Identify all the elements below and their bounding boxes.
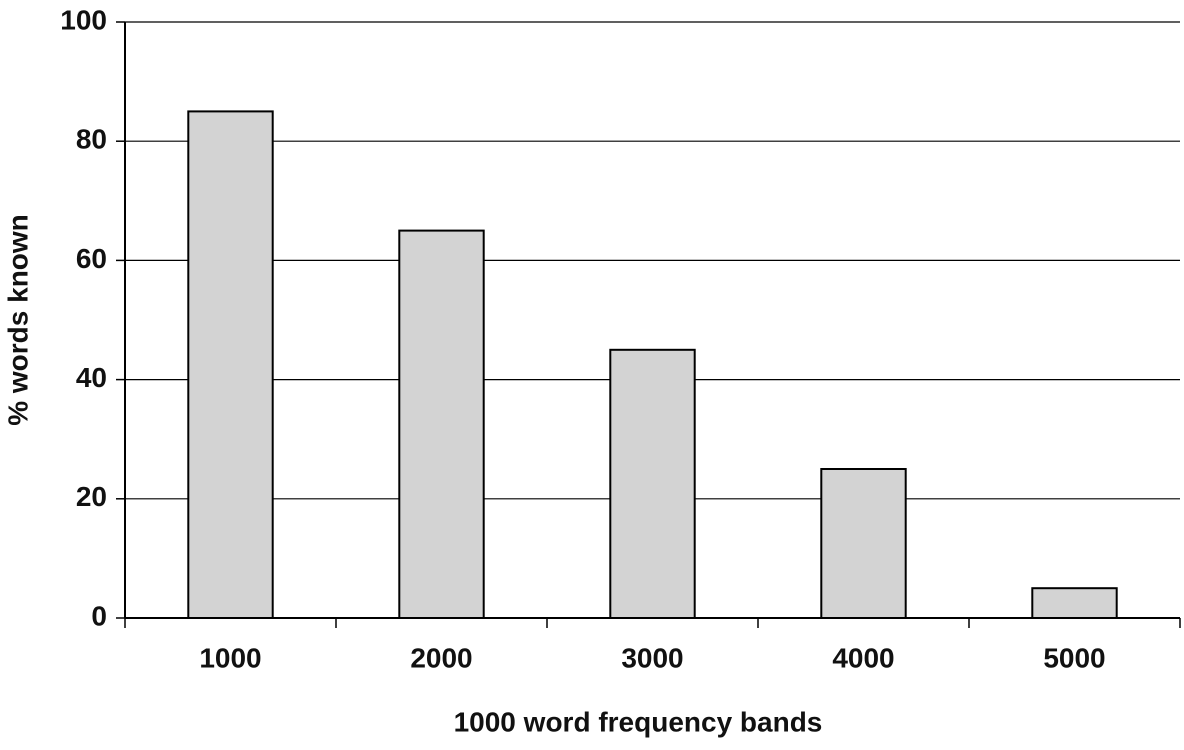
y-tick-label: 60: [76, 243, 107, 274]
bar: [820, 468, 907, 619]
bar: [187, 110, 274, 620]
y-tick-label: 100: [60, 4, 107, 35]
x-tick-label: 3000: [621, 642, 683, 673]
y-tick-label: 20: [76, 481, 107, 512]
bar: [609, 348, 696, 619]
x-tick-label: 1000: [199, 642, 261, 673]
y-tick-label: 40: [76, 362, 107, 393]
bar: [398, 229, 485, 619]
x-tick-label: 2000: [410, 642, 472, 673]
x-tick-label: 4000: [832, 642, 894, 673]
x-axis-title: 1000 word frequency bands: [454, 706, 823, 737]
y-axis-title: % words known: [2, 214, 33, 426]
bar: [1031, 587, 1118, 620]
y-tick-label: 80: [76, 124, 107, 155]
y-tick-label: 0: [91, 600, 107, 631]
x-tick-label: 5000: [1043, 642, 1105, 673]
